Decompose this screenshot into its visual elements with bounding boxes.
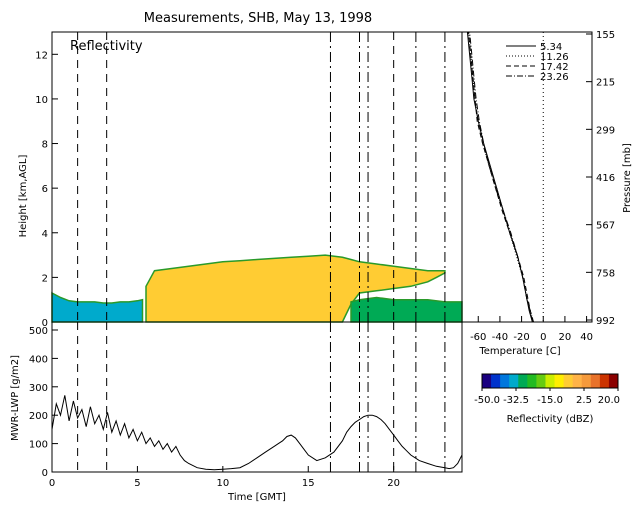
pressure-y-axis-label: Pressure [mb] bbox=[622, 143, 633, 213]
legend-label: 11.26 bbox=[540, 52, 569, 63]
colorbar-tick-label: -50.0 bbox=[474, 395, 500, 406]
temperature-tick-label: -60 bbox=[470, 332, 486, 343]
colorbar-tick-label: 20.0 bbox=[598, 395, 620, 406]
lwp-tick-label: 300 bbox=[29, 383, 48, 394]
temperature-tick-label: 0 bbox=[540, 332, 546, 343]
colorbar-cell bbox=[527, 374, 537, 388]
pressure-y-ticks: 155 215 299 416 567 758 992 bbox=[586, 30, 615, 327]
time-tick-label: 10 bbox=[216, 478, 229, 489]
colorbar-cell bbox=[545, 374, 556, 388]
lwp-tick-label: 500 bbox=[29, 326, 48, 337]
height-tick-label: 4 bbox=[42, 229, 48, 240]
temperature-tick-label: 20 bbox=[559, 332, 572, 343]
lwp-event-lines bbox=[77, 322, 446, 472]
height-tick-label: 12 bbox=[35, 50, 48, 61]
colorbar-cell bbox=[581, 374, 592, 388]
reflectivity-colorbar: -50.0 -32.5 -15.0 2.5 20.0 Reflectivity (dBZ… bbox=[474, 373, 620, 425]
colorbar-ticks: -50.0 -32.5 -15.0 2.5 20.0 bbox=[474, 388, 620, 406]
colorbar-cell bbox=[482, 374, 492, 388]
colorbar-cell bbox=[599, 374, 610, 388]
reflectivity-cloud-layers bbox=[51, 254, 463, 323]
height-tick-label: 0 bbox=[42, 318, 48, 329]
colorbar-cell bbox=[590, 374, 601, 388]
legend-label: 5.34 bbox=[540, 42, 562, 53]
reflectivity-y-axis-label: Height [km,AGL] bbox=[18, 155, 29, 238]
time-tick-label: 15 bbox=[302, 478, 315, 489]
temperature-tick-label: -20 bbox=[513, 332, 529, 343]
reflectivity-event-lines bbox=[77, 32, 446, 322]
colorbar-tick-label: -15.0 bbox=[537, 395, 563, 406]
temperature-tick-label: 40 bbox=[580, 332, 593, 343]
colorbar-cell bbox=[518, 374, 528, 388]
temperature-profile-lines bbox=[466, 31, 534, 323]
pressure-tick-label: 215 bbox=[596, 78, 615, 89]
lwp-frame bbox=[51, 321, 463, 473]
pressure-tick-label: 992 bbox=[596, 316, 615, 327]
legend-label: 17.42 bbox=[540, 62, 569, 73]
colorbar-cell bbox=[554, 374, 565, 388]
temperature-frame bbox=[461, 31, 593, 323]
pressure-tick-label: 155 bbox=[596, 30, 615, 41]
lwp-tick-label: 0 bbox=[42, 468, 48, 479]
colorbar-cell bbox=[509, 374, 519, 388]
cloud-layer-1 bbox=[51, 291, 144, 323]
temperature-tick-label: -40 bbox=[492, 332, 508, 343]
colorbar-cell bbox=[500, 374, 510, 388]
height-tick-label: 8 bbox=[42, 140, 48, 151]
time-x-ticks: 0 5 10 15 20 bbox=[49, 466, 400, 489]
lwp-tick-label: 100 bbox=[29, 440, 48, 451]
lwp-series-line bbox=[51, 395, 463, 471]
time-tick-label: 0 bbox=[49, 478, 55, 489]
temperature-series-23.26 bbox=[469, 31, 533, 323]
pressure-tick-label: 567 bbox=[596, 221, 615, 232]
lwp-tick-label: 200 bbox=[29, 411, 48, 422]
lwp-y-axis-label: MWR-LWP [g/m2] bbox=[10, 355, 21, 441]
pressure-tick-label: 416 bbox=[596, 173, 615, 184]
temperature-profile-panel: 155 215 299 416 567 758 992 -60 -40 -20 0 20 40 5.3… bbox=[461, 30, 633, 357]
time-x-axis-label: Time [GMT] bbox=[227, 492, 286, 503]
time-tick-label: 20 bbox=[387, 478, 400, 489]
colorbar-cell bbox=[491, 374, 501, 388]
reflectivity-panel: 0 2 4 6 8 10 12 Reflectivity Height [km,AGL] bbox=[18, 31, 463, 329]
temperature-x-axis-label: Temperature [C] bbox=[478, 346, 560, 357]
reflectivity-panel-label: Reflectivity bbox=[70, 39, 143, 54]
colorbar-cell bbox=[563, 374, 574, 388]
temperature-x-ticks: -60 -40 -20 0 20 40 bbox=[470, 316, 593, 343]
lwp-tick-label: 400 bbox=[29, 354, 48, 365]
lwp-y-ticks: 0 100 200 300 400 500 bbox=[29, 326, 58, 479]
height-tick-label: 10 bbox=[35, 95, 48, 106]
colorbar-cell bbox=[608, 374, 619, 388]
pressure-tick-label: 299 bbox=[596, 125, 615, 136]
time-tick-label: 5 bbox=[134, 478, 140, 489]
colorbar-cell bbox=[536, 374, 546, 388]
colorbar-tick-label: -32.5 bbox=[503, 395, 529, 406]
height-tick-label: 2 bbox=[42, 273, 48, 284]
pressure-tick-label: 758 bbox=[596, 268, 615, 279]
legend-label: 23.26 bbox=[540, 72, 569, 83]
lwp-panel: 0 100 200 300 400 500 0 5 10 15 20 MWR-LWP [g/m2]… bbox=[10, 321, 463, 503]
temperature-series-17.42 bbox=[468, 31, 534, 323]
figure-title: Measurements, SHB, May 13, 1998 bbox=[144, 11, 372, 26]
colorbar-cell bbox=[572, 374, 583, 388]
colorbar-tick-label: 2.5 bbox=[576, 395, 592, 406]
reflectivity-y-ticks: 0 2 4 6 8 10 12 bbox=[35, 50, 58, 329]
colorbar-label: Reflectivity (dBZ) bbox=[507, 414, 594, 425]
height-tick-label: 6 bbox=[42, 184, 48, 195]
colorbar-gradient bbox=[482, 374, 619, 388]
